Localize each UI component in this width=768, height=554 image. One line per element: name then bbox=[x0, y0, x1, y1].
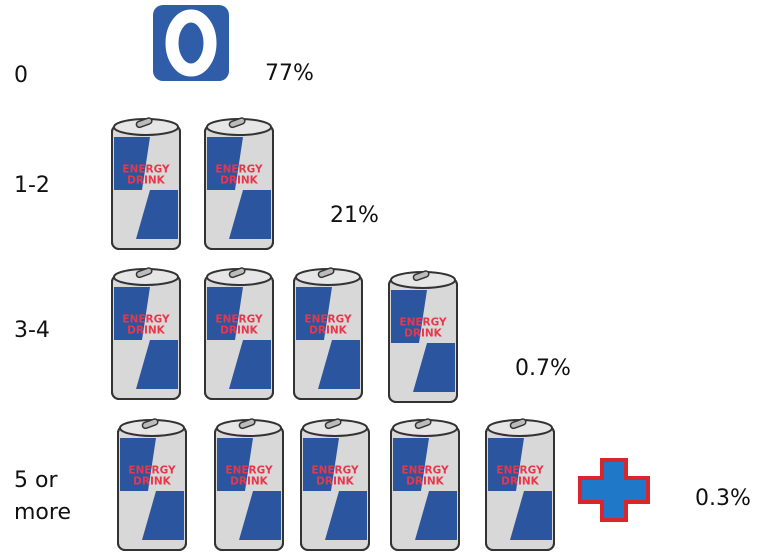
can-text: ENERGY bbox=[399, 317, 447, 329]
can-text: DRINK bbox=[309, 325, 347, 337]
can-text: ENERGY bbox=[122, 164, 170, 176]
can-blue-top bbox=[114, 137, 150, 191]
value-label: 0.7% bbox=[515, 356, 571, 381]
value-label: 21% bbox=[330, 203, 379, 228]
can-text: ENERGY bbox=[215, 314, 263, 326]
can-text: DRINK bbox=[127, 325, 165, 337]
category-label: 5 or more bbox=[14, 468, 71, 525]
can-blue-bottom bbox=[413, 343, 455, 392]
can-text: DRINK bbox=[316, 476, 354, 488]
can-text: DRINK bbox=[230, 476, 268, 488]
can-text: DRINK bbox=[406, 476, 444, 488]
can-blue-bottom bbox=[229, 190, 271, 239]
can-blue-bottom bbox=[415, 491, 457, 540]
plus-icon bbox=[578, 458, 650, 522]
can-tab bbox=[324, 418, 342, 430]
can-tab bbox=[317, 267, 335, 279]
can-blue-top bbox=[393, 438, 429, 492]
can-text: ENERGY bbox=[401, 465, 449, 477]
can-blue-bottom bbox=[136, 190, 178, 239]
can-blue-bottom bbox=[239, 491, 281, 540]
can-blue-top bbox=[114, 287, 150, 341]
can-tab bbox=[228, 117, 246, 129]
can-tab bbox=[414, 418, 432, 430]
can-blue-bottom bbox=[136, 340, 178, 389]
can-text: DRINK bbox=[127, 175, 165, 187]
can-tab bbox=[412, 270, 430, 282]
can-tab bbox=[135, 117, 153, 129]
can-tab bbox=[228, 267, 246, 279]
can-text: DRINK bbox=[220, 325, 258, 337]
can-text: ENERGY bbox=[304, 314, 352, 326]
can-text: DRINK bbox=[404, 328, 442, 340]
zero-icon bbox=[153, 5, 229, 81]
can-text: ENERGY bbox=[225, 465, 273, 477]
can-blue-bottom bbox=[510, 491, 552, 540]
can-blue-top bbox=[488, 438, 524, 492]
can-tab bbox=[135, 267, 153, 279]
can-tab bbox=[509, 418, 527, 430]
can-blue-top bbox=[391, 290, 427, 344]
can-tab bbox=[238, 418, 256, 430]
can-blue-bottom bbox=[229, 340, 271, 389]
can-blue-top bbox=[207, 287, 243, 341]
can-blue-top bbox=[217, 438, 253, 492]
can-blue-bottom bbox=[142, 491, 184, 540]
can-tab bbox=[141, 418, 159, 430]
can-text: DRINK bbox=[133, 476, 171, 488]
can-text: ENERGY bbox=[128, 465, 176, 477]
can-text: DRINK bbox=[220, 175, 258, 187]
can-text: ENERGY bbox=[496, 465, 544, 477]
can-text: DRINK bbox=[501, 476, 539, 488]
can-blue-top bbox=[120, 438, 156, 492]
category-label: 1-2 bbox=[14, 173, 50, 198]
can-text: ENERGY bbox=[122, 314, 170, 326]
can-text: ENERGY bbox=[215, 164, 263, 176]
can-blue-top bbox=[296, 287, 332, 341]
can-blue-bottom bbox=[318, 340, 360, 389]
can-text: ENERGY bbox=[311, 465, 359, 477]
category-label: 3-4 bbox=[14, 318, 50, 343]
can-blue-bottom bbox=[325, 491, 367, 540]
can-blue-top bbox=[303, 438, 339, 492]
category-label: 0 bbox=[14, 63, 28, 88]
can-blue-top bbox=[207, 137, 243, 191]
value-label: 0.3% bbox=[695, 486, 751, 511]
value-label: 77% bbox=[265, 61, 314, 86]
